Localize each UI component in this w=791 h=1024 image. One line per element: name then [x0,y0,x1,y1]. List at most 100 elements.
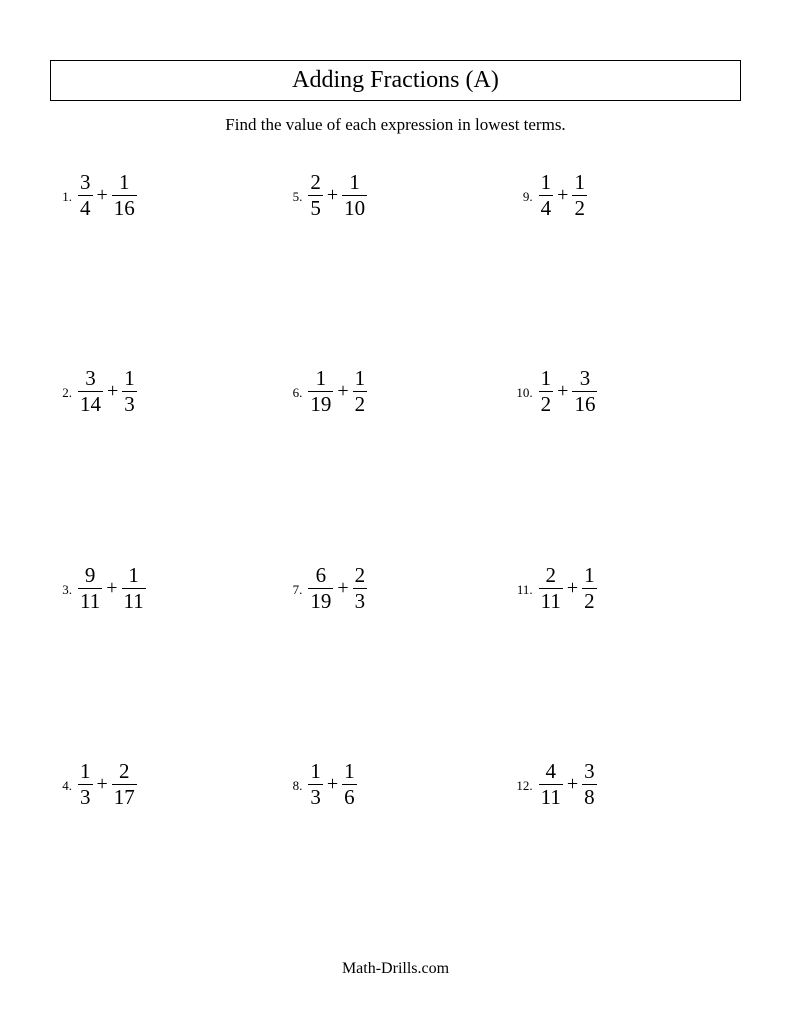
problem-item: 6. 1 19 + 1 2 [280,361,510,557]
problem-expression: 1 4 + 1 2 [539,171,587,220]
plus-icon: + [563,577,582,600]
plus-icon: + [93,773,112,796]
fraction-b: 1 2 [572,171,587,220]
numerator: 1 [314,367,329,391]
problem-number: 12. [515,760,533,794]
fraction-b: 3 8 [582,760,597,809]
problem-number: 9. [515,171,533,205]
plus-icon: + [93,184,112,207]
fraction-a: 9 11 [78,564,102,613]
fraction-b: 1 16 [112,171,137,220]
instructions-text: Find the value of each expression in low… [50,115,741,135]
denominator: 3 [122,391,137,416]
fraction-a: 1 3 [78,760,93,809]
problem-number: 3. [54,564,72,598]
numerator: 1 [126,564,141,588]
denominator: 8 [582,784,597,809]
problem-expression: 3 14 + 1 3 [78,367,137,416]
numerator: 2 [544,564,559,588]
denominator: 11 [78,588,102,613]
numerator: 3 [578,367,593,391]
problem-expression: 1 3 + 1 6 [308,760,356,809]
problem-expression: 6 19 + 2 3 [308,564,367,613]
denominator: 4 [539,195,554,220]
worksheet-page: Adding Fractions (A) Find the value of e… [0,0,791,1024]
problem-expression: 3 4 + 1 16 [78,171,137,220]
fraction-b: 1 10 [342,171,367,220]
problem-item: 4. 1 3 + 2 17 [50,754,280,950]
denominator: 19 [308,588,333,613]
denominator: 11 [539,784,563,809]
fraction-b: 1 11 [122,564,146,613]
numerator: 4 [544,760,559,784]
fraction-a: 1 4 [539,171,554,220]
problem-item: 10. 1 2 + 3 16 [511,361,741,557]
fraction-b: 1 6 [342,760,357,809]
fraction-b: 3 16 [572,367,597,416]
problem-number: 8. [284,760,302,794]
denominator: 16 [572,391,597,416]
denominator: 6 [342,784,357,809]
plus-icon: + [333,380,352,403]
denominator: 2 [539,391,554,416]
problem-expression: 9 11 + 1 11 [78,564,146,613]
fraction-b: 1 2 [582,564,597,613]
numerator: 1 [347,171,362,195]
problem-number: 11. [515,564,533,598]
numerator: 1 [539,367,554,391]
numerator: 3 [83,367,98,391]
numerator: 1 [122,367,137,391]
denominator: 2 [353,391,368,416]
problem-number: 5. [284,171,302,205]
plus-icon: + [102,577,121,600]
problem-number: 6. [284,367,302,401]
numerator: 1 [342,760,357,784]
problem-expression: 2 5 + 1 10 [308,171,367,220]
denominator: 16 [112,195,137,220]
plus-icon: + [553,184,572,207]
denominator: 11 [122,588,146,613]
problem-item: 7. 6 19 + 2 3 [280,558,510,754]
numerator: 1 [353,367,368,391]
denominator: 11 [539,588,563,613]
numerator: 1 [539,171,554,195]
problem-item: 11. 2 11 + 1 2 [511,558,741,754]
numerator: 2 [117,760,132,784]
denominator: 3 [78,784,93,809]
numerator: 3 [78,171,93,195]
numerator: 3 [582,760,597,784]
numerator: 2 [308,171,323,195]
fraction-a: 2 11 [539,564,563,613]
fraction-b: 2 3 [353,564,368,613]
denominator: 5 [308,195,323,220]
problems-grid: 1. 3 4 + 1 16 2. 3 14 + [50,165,741,950]
problem-item: 3. 9 11 + 1 11 [50,558,280,754]
fraction-a: 6 19 [308,564,333,613]
denominator: 17 [112,784,137,809]
fraction-a: 1 3 [308,760,323,809]
fraction-a: 1 2 [539,367,554,416]
problem-number: 2. [54,367,72,401]
fraction-a: 1 19 [308,367,333,416]
footer-text: Math-Drills.com [50,950,741,984]
denominator: 14 [78,391,103,416]
plus-icon: + [323,184,342,207]
problem-item: 5. 2 5 + 1 10 [280,165,510,361]
fraction-a: 3 14 [78,367,103,416]
fraction-b: 1 3 [122,367,137,416]
problem-item: 9. 1 4 + 1 2 [511,165,741,361]
page-title: Adding Fractions (A) [50,60,741,101]
numerator: 6 [314,564,329,588]
denominator: 10 [342,195,367,220]
problem-number: 1. [54,171,72,205]
problem-item: 1. 3 4 + 1 16 [50,165,280,361]
problem-expression: 2 11 + 1 2 [539,564,597,613]
plus-icon: + [563,773,582,796]
denominator: 3 [308,784,323,809]
fraction-a: 4 11 [539,760,563,809]
denominator: 19 [308,391,333,416]
problem-item: 2. 3 14 + 1 3 [50,361,280,557]
numerator: 1 [582,564,597,588]
fraction-b: 1 2 [353,367,368,416]
numerator: 2 [353,564,368,588]
